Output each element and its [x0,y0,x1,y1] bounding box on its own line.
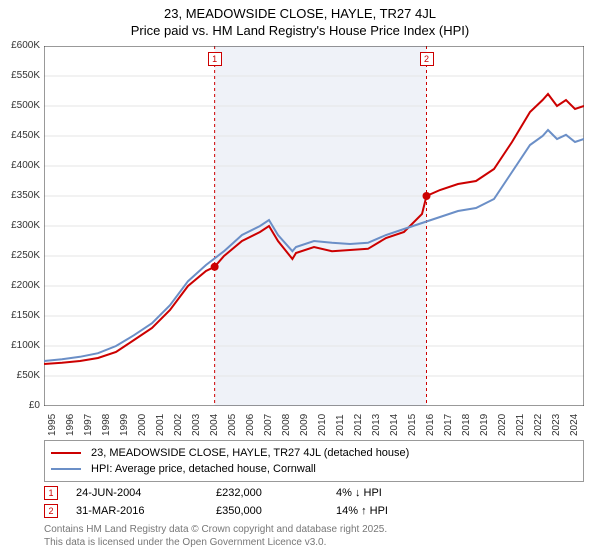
events-table: 1 24-JUN-2004£232,0004% ↓ HPI 2 31-MAR-2016… [44,484,584,520]
x-tick-label: 1999 [119,414,130,436]
x-tick-label: 2024 [569,414,580,436]
x-tick-label: 2010 [317,414,328,436]
x-tick-label: 2014 [389,414,400,436]
event-delta: 14% ↑ HPI [336,505,456,517]
x-tick-label: 2022 [533,414,544,436]
y-tick-label: £600K [0,40,40,51]
footer-line2: This data is licensed under the Open Gov… [44,537,584,550]
x-tick-label: 1996 [65,414,76,436]
event-price: £350,000 [216,505,336,517]
x-tick-label: 2009 [299,414,310,436]
x-tick-label: 1995 [47,414,58,436]
x-tick-label: 2015 [407,414,418,436]
x-tick-label: 2002 [173,414,184,436]
title-line2: Price paid vs. HM Land Registry's House … [0,23,600,38]
footer-line1: Contains HM Land Registry data © Crown c… [44,524,584,537]
y-tick-label: £0 [0,400,40,411]
x-tick-label: 2004 [209,414,220,436]
legend-item: 23, MEADOWSIDE CLOSE, HAYLE, TR27 4JL (d… [51,445,577,461]
x-tick-label: 2007 [263,414,274,436]
x-tick-label: 1998 [101,414,112,436]
event-row: 2 31-MAR-2016£350,00014% ↑ HPI [44,502,584,520]
x-tick-label: 2012 [353,414,364,436]
x-tick-label: 2008 [281,414,292,436]
footer-attribution: Contains HM Land Registry data © Crown c… [44,524,584,549]
x-tick-label: 2001 [155,414,166,436]
y-tick-label: £250K [0,250,40,261]
y-tick-label: £400K [0,160,40,171]
event-date: 24-JUN-2004 [76,487,216,499]
y-tick-label: £200K [0,280,40,291]
x-tick-label: 2000 [137,414,148,436]
x-tick-label: 2023 [551,414,562,436]
y-tick-label: £300K [0,220,40,231]
title-block: 23, MEADOWSIDE CLOSE, HAYLE, TR27 4JL Pr… [0,0,600,38]
x-tick-label: 2016 [425,414,436,436]
event-marker-1: 1 [208,52,222,66]
x-tick-label: 1997 [83,414,94,436]
y-tick-label: £150K [0,310,40,321]
x-tick-label: 2003 [191,414,202,436]
y-tick-label: £50K [0,370,40,381]
legend-label: HPI: Average price, detached house, Corn… [91,463,316,475]
x-tick-label: 2018 [461,414,472,436]
event-marker-2: 2 [420,52,434,66]
y-tick-label: £100K [0,340,40,351]
event-delta: 4% ↓ HPI [336,487,456,499]
legend-box: 23, MEADOWSIDE CLOSE, HAYLE, TR27 4JL (d… [44,440,584,482]
event-num-box: 2 [44,504,58,518]
y-tick-label: £450K [0,130,40,141]
legend-swatch [51,452,81,454]
x-tick-label: 2013 [371,414,382,436]
x-tick-label: 2019 [479,414,490,436]
event-row: 1 24-JUN-2004£232,0004% ↓ HPI [44,484,584,502]
x-tick-label: 2005 [227,414,238,436]
x-tick-label: 2011 [335,414,346,436]
y-tick-label: £350K [0,190,40,201]
legend-label: 23, MEADOWSIDE CLOSE, HAYLE, TR27 4JL (d… [91,447,409,459]
y-tick-label: £500K [0,100,40,111]
y-tick-label: £550K [0,70,40,81]
event-price: £232,000 [216,487,336,499]
x-tick-label: 2021 [515,414,526,436]
plot-area [44,46,584,406]
legend-item: HPI: Average price, detached house, Corn… [51,461,577,477]
chart-container: 23, MEADOWSIDE CLOSE, HAYLE, TR27 4JL Pr… [0,0,600,560]
title-line1: 23, MEADOWSIDE CLOSE, HAYLE, TR27 4JL [0,6,600,21]
x-tick-label: 2017 [443,414,454,436]
legend-swatch [51,468,81,470]
event-num-box: 1 [44,486,58,500]
event-date: 31-MAR-2016 [76,505,216,517]
x-tick-label: 2006 [245,414,256,436]
x-tick-label: 2020 [497,414,508,436]
plot-svg [44,46,584,406]
